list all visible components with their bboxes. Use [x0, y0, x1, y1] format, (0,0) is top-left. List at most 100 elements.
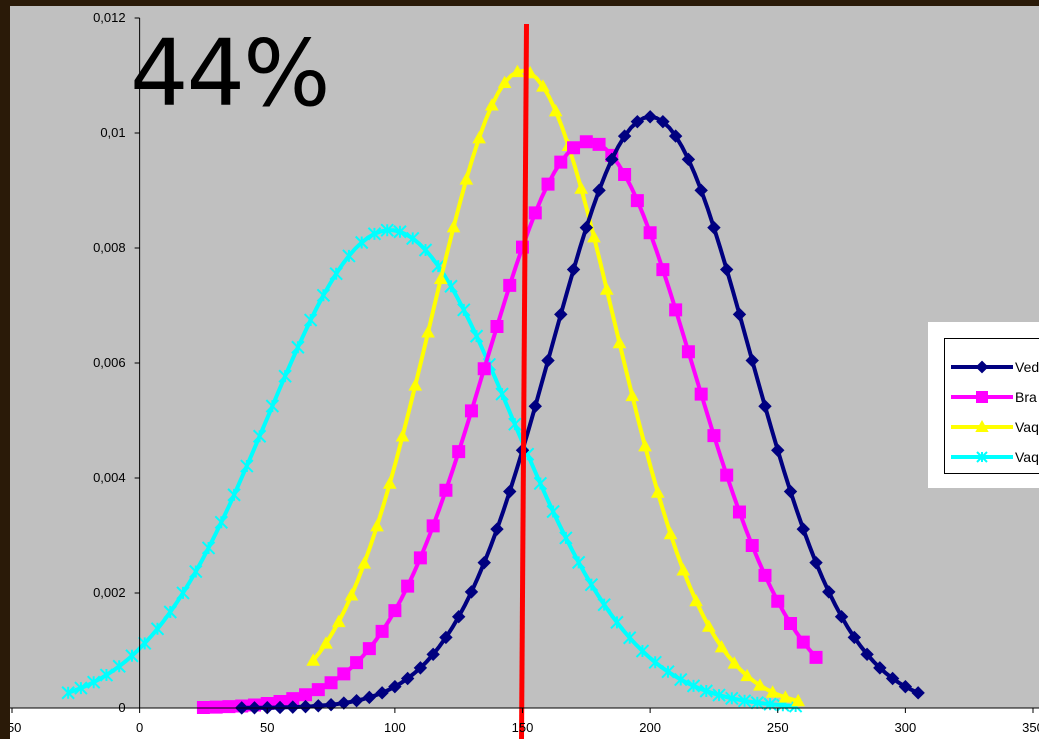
- data-point: [661, 665, 675, 679]
- data-point: [286, 692, 300, 706]
- data-point: [400, 671, 415, 686]
- data-point: [732, 505, 746, 519]
- y-tick-label: 0: [118, 700, 125, 715]
- data-point: [737, 694, 752, 708]
- data-point: [150, 622, 165, 636]
- data-point: [574, 181, 589, 194]
- data-point: [477, 362, 491, 376]
- data-point: [719, 262, 734, 277]
- data-point: [227, 488, 241, 502]
- data-point: [265, 399, 280, 413]
- data-point: [112, 659, 126, 673]
- data-point: [444, 279, 458, 293]
- axes-layer: [10, 17, 1039, 713]
- data-point: [809, 650, 823, 664]
- data-point: [834, 610, 849, 624]
- tick-labels: 0 0,002 0,004 0,006 0,008 0,01 0,012 -50 0 50 100 1…: [10, 10, 1039, 735]
- data-point: [99, 668, 114, 682]
- data-point: [541, 177, 555, 191]
- data-point: [630, 114, 645, 129]
- data-point: [622, 631, 637, 645]
- data-point: [125, 649, 139, 663]
- data-point: [873, 661, 887, 675]
- data-point: [674, 672, 688, 687]
- x-tick-label: 250: [767, 720, 789, 735]
- data-point: [579, 135, 593, 149]
- data-point: [750, 695, 765, 710]
- data-point: [643, 110, 657, 124]
- data-point: [362, 642, 376, 656]
- data-point: [898, 679, 913, 694]
- data-point: [669, 303, 683, 317]
- data-point: [426, 519, 440, 533]
- data-point: [612, 335, 627, 349]
- data-point: [61, 686, 75, 700]
- data-point: [745, 538, 759, 552]
- data-point: [457, 303, 471, 317]
- data-point: [725, 691, 739, 706]
- data-point: [681, 152, 696, 167]
- data-point: [189, 564, 203, 579]
- data-point: [656, 263, 670, 277]
- data-point: [686, 679, 701, 693]
- data-point: [163, 605, 177, 619]
- series-3: [61, 223, 803, 713]
- data-point: [439, 630, 453, 645]
- y-tick-label: 0,004: [93, 470, 126, 485]
- data-point: [536, 79, 550, 92]
- data-point: [771, 443, 785, 457]
- data-point: [765, 685, 780, 698]
- data-point: [911, 686, 925, 700]
- y-tick-label: 0,002: [93, 585, 126, 600]
- data-point: [860, 647, 874, 662]
- data-point: [196, 700, 210, 714]
- legend-label: Ved: [1015, 359, 1039, 375]
- data-point: [209, 700, 223, 714]
- data-point: [610, 615, 624, 630]
- data-point: [676, 563, 691, 576]
- data-point: [597, 597, 611, 612]
- y-tick-label: 0,008: [93, 240, 126, 255]
- data-point: [599, 282, 614, 295]
- x-tick-label: 50: [260, 720, 274, 735]
- data-point: [778, 690, 793, 703]
- data-point: [587, 230, 601, 243]
- data-point: [809, 555, 823, 570]
- data-point: [86, 675, 101, 689]
- data-point: [546, 504, 560, 519]
- data-point: [495, 387, 509, 401]
- chart-plot: 0 0,002 0,004 0,006 0,008 0,01 0,012 -50 0 50 100 1…: [10, 6, 1039, 739]
- legend-entry: Vaq: [945, 447, 1039, 467]
- data-point: [635, 644, 650, 658]
- data-point: [732, 307, 747, 322]
- data-point: [370, 519, 384, 532]
- data-point: [342, 249, 356, 263]
- data-point: [791, 693, 806, 707]
- data-point: [469, 329, 484, 343]
- data-point: [375, 624, 389, 638]
- data-point: [349, 693, 364, 708]
- y-tick-label: 0,006: [93, 355, 126, 370]
- x-tick-label: -50: [10, 720, 21, 735]
- data-point: [643, 226, 657, 240]
- data-point: [497, 75, 512, 89]
- data-point: [357, 556, 372, 569]
- data-point: [382, 476, 397, 489]
- x-tick-label: 300: [895, 720, 917, 735]
- data-point: [367, 227, 382, 241]
- data-point: [699, 684, 713, 698]
- x-tick-label: 150: [512, 720, 534, 735]
- data-point: [625, 388, 640, 402]
- data-point: [354, 235, 369, 250]
- data-point: [278, 369, 292, 383]
- series-layer: [61, 23, 925, 739]
- data-point: [554, 155, 568, 169]
- data-point: [319, 636, 333, 649]
- series-1: [196, 135, 823, 714]
- data-point: [745, 353, 759, 368]
- data-point: [630, 194, 644, 208]
- chart-frame: 0 0,002 0,004 0,006 0,008 0,01 0,012 -50 0 50 100 1…: [10, 6, 1039, 739]
- data-point: [306, 653, 321, 666]
- data-point: [528, 399, 542, 413]
- data-point: [689, 593, 703, 607]
